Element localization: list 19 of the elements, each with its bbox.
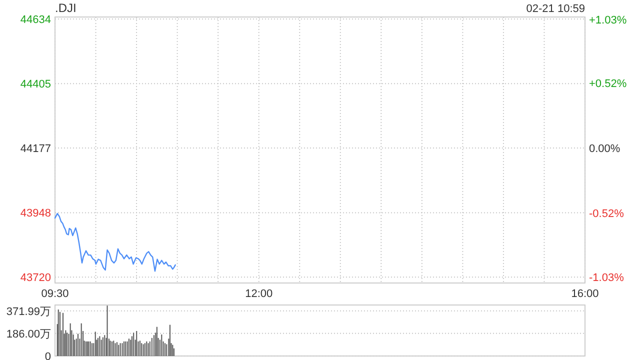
y-tick-label: 371.99万 xyxy=(6,306,51,318)
text: 02-21 10:59 xyxy=(526,3,585,15)
y2-tick-label: -1.03% xyxy=(589,272,624,284)
x-tick-label: 09:30 xyxy=(41,288,69,300)
y2-tick-label: +0.52% xyxy=(589,78,627,90)
y2-tick-label: -0.52% xyxy=(589,208,624,220)
y-tick-label: 44177 xyxy=(20,143,51,156)
y-tick-label: 44634 xyxy=(20,14,51,26)
y-tick-label: 186.00万 xyxy=(6,328,51,340)
line-series xyxy=(54,212,176,272)
y2-tick-label: +1.03% xyxy=(589,14,627,26)
y-tick-label: 43948 xyxy=(20,208,51,220)
x-tick-label: 16:00 xyxy=(571,288,599,300)
x-tick-label: 12:00 xyxy=(245,288,273,300)
y2-tick-label: 0.00% xyxy=(589,143,620,156)
y-tick-label: 0 xyxy=(44,351,51,360)
y-tick-label: 43720 xyxy=(20,272,51,284)
y-tick-label: 44405 xyxy=(20,78,51,91)
chart-title: .DJI xyxy=(55,1,76,15)
